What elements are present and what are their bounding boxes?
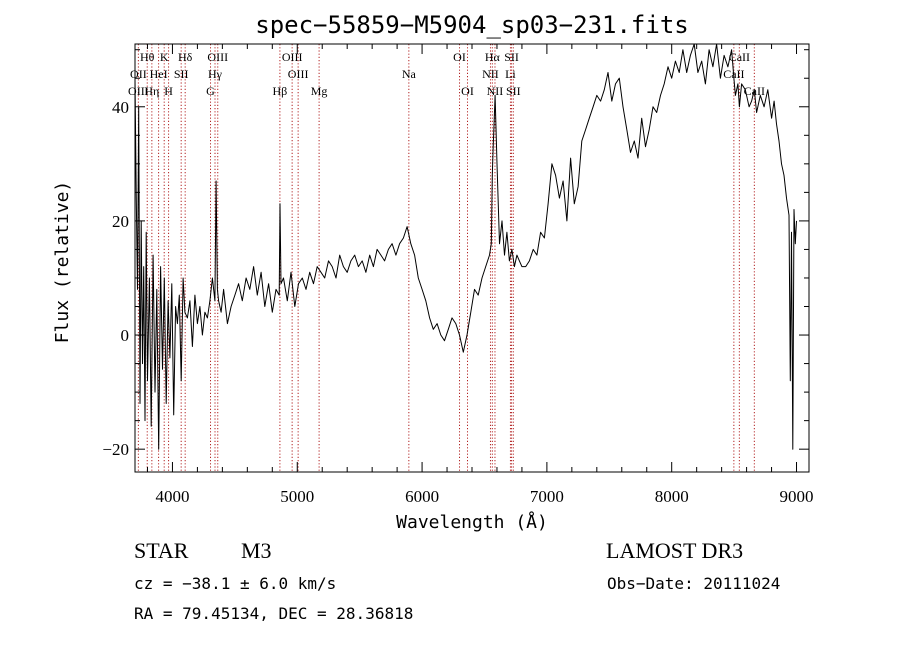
coordinates: RA = 79.45134, DEC = 28.36818 bbox=[134, 604, 414, 623]
spectral-line-label: NII bbox=[487, 84, 504, 98]
spectral-line-label: Hβ bbox=[273, 84, 288, 98]
spectral-line-label: Hα bbox=[485, 50, 501, 64]
y-axis-title: Flux (relative) bbox=[52, 181, 73, 344]
spectral-line-label: CaII bbox=[723, 67, 744, 81]
spectral-line-label: OIII bbox=[288, 67, 309, 81]
spectral-line-label: OIII bbox=[282, 50, 303, 64]
spectral-line-label: CaII bbox=[744, 84, 765, 98]
y-tick-label: 20 bbox=[112, 212, 129, 231]
spectral-line-label: Hη bbox=[144, 84, 159, 98]
y-tick-label: 0 bbox=[121, 326, 130, 345]
spectral-line-label: OI bbox=[461, 84, 474, 98]
spectral-line-label: CaII bbox=[729, 50, 750, 64]
spectral-line-label: Mg bbox=[311, 84, 328, 98]
x-tick-label: 5000 bbox=[280, 487, 314, 506]
spectrum-series bbox=[134, 43, 797, 450]
spectral-line-label: OI bbox=[453, 50, 466, 64]
redshift-velocity: cz = −38.1 ± 6.0 km/s bbox=[134, 574, 337, 593]
spectral-line-label: SII bbox=[504, 50, 519, 64]
chart-title: spec−55859−M5904_sp03−231.fits bbox=[255, 11, 688, 39]
spectral-line-label: Hθ bbox=[140, 50, 155, 64]
object-class: STAR bbox=[134, 538, 189, 563]
spectral-line-label: NII bbox=[482, 67, 499, 81]
x-axis-title: Wavelength (Å) bbox=[396, 511, 548, 533]
x-tick-label: 4000 bbox=[155, 487, 189, 506]
spectral-line-label: Hδ bbox=[178, 50, 193, 64]
spectral-line-label: OII bbox=[130, 67, 147, 81]
observation-date: Obs−Date: 20111024 bbox=[607, 574, 781, 593]
y-tick-label: 40 bbox=[112, 98, 129, 117]
spectral-line-label: H bbox=[164, 84, 173, 98]
y-tick-label: −20 bbox=[102, 440, 129, 459]
x-tick-label: 9000 bbox=[780, 487, 814, 506]
spectral-line-label: OIII bbox=[207, 50, 228, 64]
spectral-line-label: Li bbox=[505, 67, 516, 81]
spectral-line-label: K bbox=[160, 50, 169, 64]
spectral-line-label: SII bbox=[174, 67, 189, 81]
survey-name: LAMOST DR3 bbox=[606, 538, 744, 563]
series-layer bbox=[134, 43, 797, 450]
spectral-line-label: Hγ bbox=[208, 67, 223, 81]
spectral-line-label: SII bbox=[506, 84, 521, 98]
spectral-line-markers bbox=[137, 44, 755, 472]
x-tick-label: 6000 bbox=[405, 487, 439, 506]
object-subclass: M3 bbox=[241, 538, 272, 563]
x-tick-label: 8000 bbox=[655, 487, 689, 506]
axis-ticks: 4000 5000 6000 7000 8000 9000 −20 0 20 40 bbox=[102, 44, 814, 506]
plot-frame bbox=[134, 43, 810, 473]
spectral-line-label: OIII bbox=[128, 84, 149, 98]
spectral-line-label: Na bbox=[402, 67, 417, 81]
x-tick-label: 7000 bbox=[530, 487, 564, 506]
spectral-line-label: HeI bbox=[150, 67, 168, 81]
spectral-line-label: G bbox=[206, 84, 215, 98]
